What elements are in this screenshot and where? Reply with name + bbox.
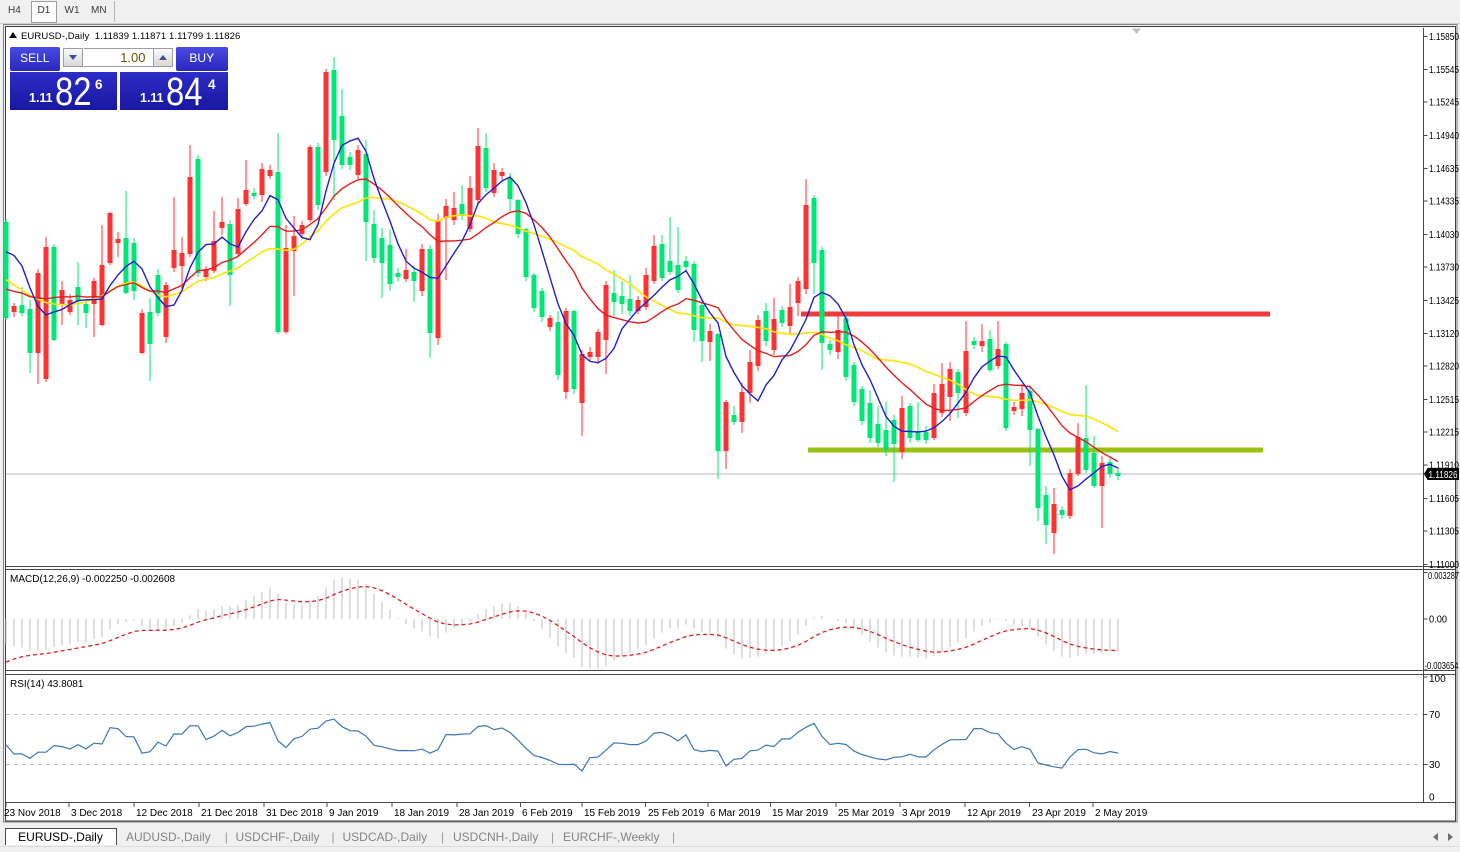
svg-text:15 Mar 2019: 15 Mar 2019: [772, 808, 829, 819]
svg-text:23 Apr 2019: 23 Apr 2019: [1032, 808, 1086, 819]
svg-text:12 Dec 2018: 12 Dec 2018: [136, 808, 193, 819]
svg-text:1.11910: 1.11910: [1429, 461, 1459, 472]
svg-text:1.15245: 1.15245: [1429, 98, 1459, 109]
svg-text:9 Jan 2019: 9 Jan 2019: [329, 808, 379, 819]
svg-text:1.11000: 1.11000: [1429, 560, 1459, 571]
svg-text:1.11605: 1.11605: [1429, 494, 1459, 505]
svg-text:3 Dec 2018: 3 Dec 2018: [71, 808, 123, 819]
svg-text:1.13120: 1.13120: [1429, 329, 1459, 340]
svg-text:3 Apr 2019: 3 Apr 2019: [902, 808, 951, 819]
svg-text:30: 30: [1429, 760, 1441, 771]
svg-text:-0.003654: -0.003654: [1425, 661, 1459, 672]
svg-text:25 Feb 2019: 25 Feb 2019: [648, 808, 705, 819]
svg-text:18 Jan 2019: 18 Jan 2019: [394, 808, 449, 819]
svg-text:6 Mar 2019: 6 Mar 2019: [710, 808, 761, 819]
svg-text:RSI(14) 43.8081: RSI(14) 43.8081: [10, 679, 84, 690]
svg-text:0.00: 0.00: [1429, 615, 1447, 626]
svg-text:12 Apr 2019: 12 Apr 2019: [967, 808, 1021, 819]
svg-text:1.13730: 1.13730: [1429, 263, 1459, 274]
svg-text:MACD(12,26,9) -0.002250 -0.002: MACD(12,26,9) -0.002250 -0.002608: [10, 574, 176, 585]
svg-text:23 Nov 2018: 23 Nov 2018: [4, 808, 61, 819]
svg-text:1.15545: 1.15545: [1429, 65, 1459, 76]
svg-text:1.12820: 1.12820: [1429, 362, 1459, 373]
svg-text:31 Dec 2018: 31 Dec 2018: [266, 808, 323, 819]
svg-text:1.14940: 1.14940: [1429, 131, 1459, 142]
svg-text:0: 0: [1429, 793, 1435, 804]
svg-text:1.14335: 1.14335: [1429, 197, 1459, 208]
svg-text:21 Dec 2018: 21 Dec 2018: [201, 808, 258, 819]
svg-text:2 May 2019: 2 May 2019: [1095, 808, 1148, 819]
svg-text:1.12215: 1.12215: [1429, 428, 1459, 439]
svg-text:1.11826: 1.11826: [1429, 470, 1458, 481]
svg-text:0.003287: 0.003287: [1428, 571, 1459, 582]
svg-text:28 Jan 2019: 28 Jan 2019: [459, 808, 514, 819]
svg-text:1.15850: 1.15850: [1429, 32, 1459, 43]
svg-text:6 Feb 2019: 6 Feb 2019: [522, 808, 573, 819]
svg-text:100: 100: [1429, 674, 1446, 685]
svg-text:1.13425: 1.13425: [1429, 296, 1459, 307]
svg-text:25 Mar 2019: 25 Mar 2019: [838, 808, 895, 819]
svg-text:1.12515: 1.12515: [1429, 395, 1459, 406]
svg-text:1.14030: 1.14030: [1429, 230, 1459, 241]
svg-text:1.14635: 1.14635: [1429, 164, 1459, 175]
svg-text:1.11305: 1.11305: [1429, 527, 1459, 538]
svg-text:70: 70: [1429, 710, 1441, 721]
svg-text:15 Feb 2019: 15 Feb 2019: [584, 808, 641, 819]
